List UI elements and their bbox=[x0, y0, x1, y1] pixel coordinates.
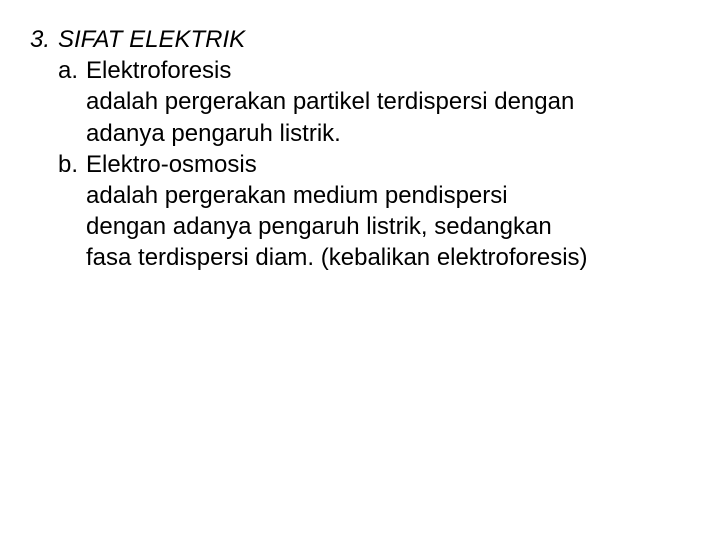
item-a-desc-line1: adalah pergerakan partikel terdispersi d… bbox=[30, 86, 690, 117]
item-a-label: a. bbox=[58, 55, 86, 86]
item-b-desc-line1: adalah pergerakan medium pendispersi bbox=[30, 180, 690, 211]
item-b-desc-line3: fasa terdispersi diam. (kebalikan elektr… bbox=[30, 242, 690, 273]
item-b-desc-line2: dengan adanya pengaruh listrik, sedangka… bbox=[30, 211, 690, 242]
heading-number: 3. bbox=[30, 24, 58, 55]
heading-row: 3. SIFAT ELEKTRIK bbox=[30, 24, 690, 55]
heading-text: SIFAT ELEKTRIK bbox=[58, 24, 690, 55]
item-b-title: Elektro-osmosis bbox=[86, 149, 690, 180]
item-a-title: Elektroforesis bbox=[86, 55, 690, 86]
item-b-row: b. Elektro-osmosis bbox=[30, 149, 690, 180]
item-a-row: a. Elektroforesis bbox=[30, 55, 690, 86]
item-a-desc-line2: adanya pengaruh listrik. bbox=[30, 118, 690, 149]
slide: 3. SIFAT ELEKTRIK a. Elektroforesis adal… bbox=[0, 0, 720, 540]
item-b-label: b. bbox=[58, 149, 86, 180]
